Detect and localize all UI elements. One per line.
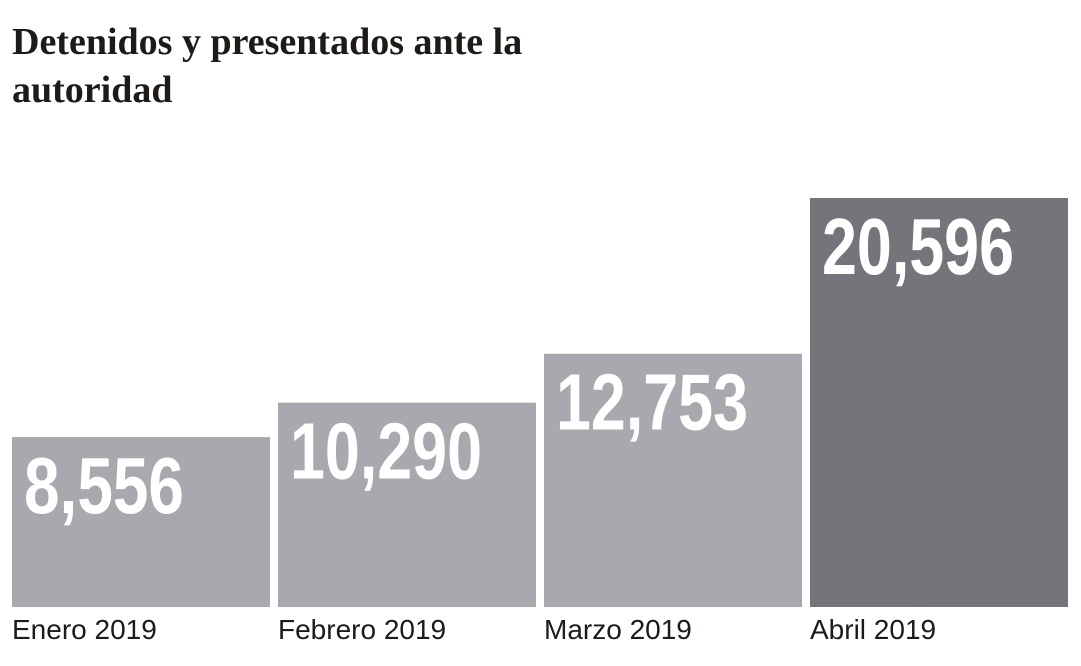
value-label: 10,290 — [290, 407, 482, 496]
bar — [12, 437, 270, 607]
chart-title: Detenidos y presentados ante la autorida… — [12, 21, 523, 111]
value-label: 8,556 — [24, 441, 184, 530]
x-tick-label: Abril 2019 — [810, 614, 936, 645]
x-tick-label: Marzo 2019 — [544, 614, 692, 645]
x-tick-label: Enero 2019 — [12, 614, 157, 645]
value-label: 12,753 — [556, 358, 748, 447]
bar — [810, 198, 1068, 607]
x-tick-label: Febrero 2019 — [278, 614, 446, 645]
value-label: 20,596 — [822, 202, 1014, 291]
bar — [544, 353, 802, 607]
bar — [278, 402, 536, 607]
